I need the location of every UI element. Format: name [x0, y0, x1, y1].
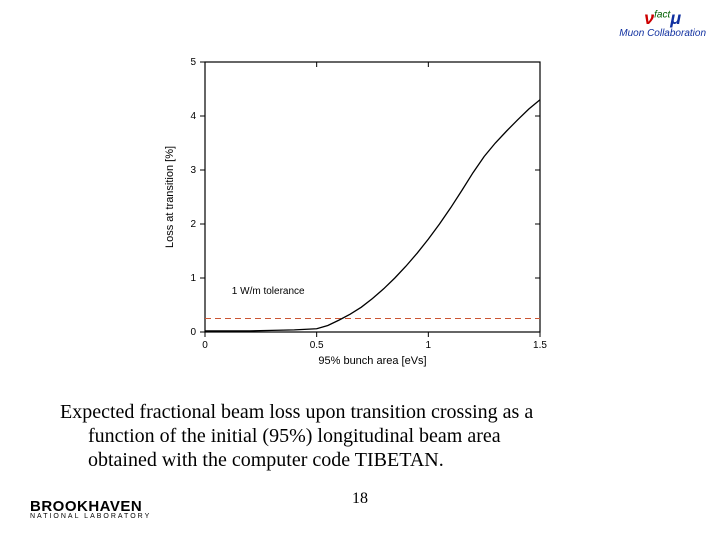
svg-text:1.5: 1.5: [533, 340, 547, 351]
svg-text:1: 1: [426, 340, 432, 351]
svg-text:3: 3: [190, 165, 196, 176]
caption-line1: Expected fractional beam loss upon trans…: [60, 401, 533, 423]
fact-text: fact: [654, 10, 670, 21]
caption: Expected fractional beam loss upon trans…: [60, 400, 660, 472]
collab-logo: νfactμ Muon Collaboration: [619, 8, 706, 39]
lab-logo-main: BROOKHAVEN: [30, 500, 151, 514]
lab-logo-sub: NATIONAL LABORATORY: [30, 514, 151, 520]
nu-glyph: ν: [644, 8, 654, 28]
svg-text:0: 0: [202, 340, 208, 351]
svg-text:95% bunch area [eVs]: 95% bunch area [eVs]: [318, 355, 426, 367]
svg-text:0.5: 0.5: [310, 340, 324, 351]
caption-line3: obtained with the computer code TIBETAN.: [60, 448, 660, 472]
svg-text:0: 0: [190, 327, 196, 338]
collab-subtitle: Muon Collaboration: [619, 29, 706, 39]
svg-text:2: 2: [190, 219, 196, 230]
loss-chart: 0 0.5 1 1.5 0 1 2 3 4 5 95% bunch area [eVs] Loss a…: [150, 50, 570, 370]
chart-svg: 0 0.5 1 1.5 0 1 2 3 4 5 95% bunch area [eVs] Loss a…: [150, 50, 570, 370]
caption-line2: function of the initial (95%) longitudin…: [60, 424, 660, 448]
svg-text:5: 5: [190, 57, 196, 68]
lab-logo: BROOKHAVEN NATIONAL LABORATORY: [30, 500, 151, 520]
svg-text:1 W/m tolerance: 1 W/m tolerance: [232, 286, 305, 297]
mu-glyph: μ: [670, 8, 681, 28]
svg-text:Loss at transition [%]: Loss at transition [%]: [164, 146, 176, 248]
svg-text:1: 1: [190, 273, 196, 284]
svg-text:4: 4: [190, 111, 196, 122]
